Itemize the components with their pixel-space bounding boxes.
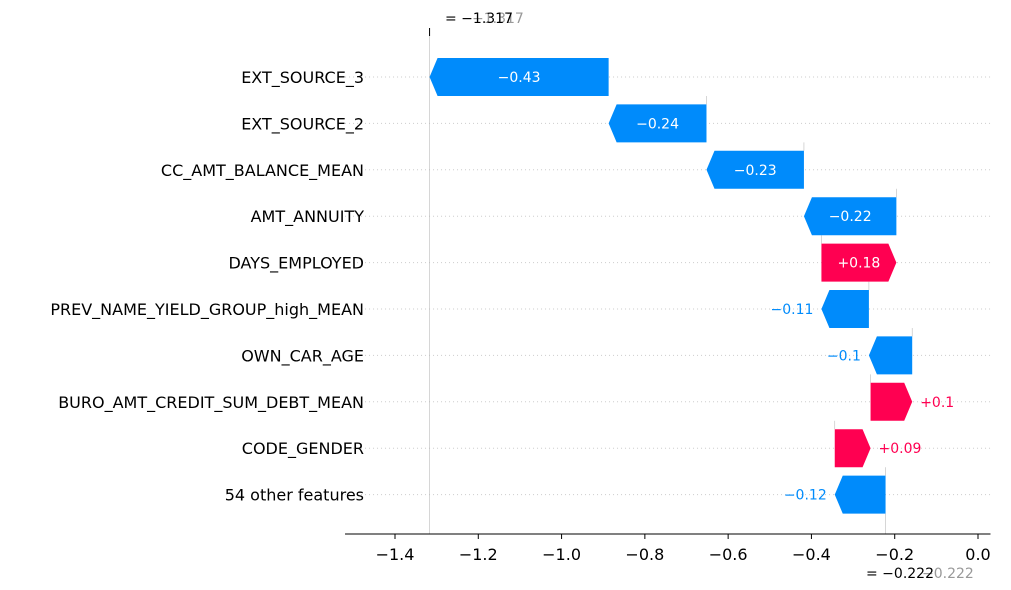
x-tick-label: −1.4: [376, 545, 415, 564]
bar-positive: [821, 243, 897, 282]
reference-lines: [429, 28, 886, 534]
feature-name-label: OWN_CAR_AGE: [241, 346, 364, 366]
bar-negative: [706, 150, 804, 189]
feature-name-label: DAYS_EMPLOYED: [229, 254, 365, 274]
final-value-gray-label: −1.317: [472, 11, 524, 27]
bar-value-label: +0.18: [837, 256, 880, 272]
bars: −0.43 −0.24 −0.23 −0.22 +0.18 −0.11 −0.1 +0.1 +0…: [429, 58, 954, 514]
base-value-gray-label: −0.222: [922, 566, 974, 582]
bar-negative: [834, 475, 886, 514]
value-annotations: −1.317 = −1.317 −0.222 = −0.222: [445, 11, 974, 582]
feature-name-label: AMT_ANNUITY: [251, 207, 365, 227]
x-axis: −1.4 −1.2 −1.0 −0.8 −0.6 −0.4 −0.2 0.0: [345, 533, 991, 564]
feature-name-label: EXT_SOURCE_3: [241, 68, 364, 88]
bar-negative: [821, 290, 869, 328]
bar-value-label: −0.1: [827, 348, 861, 364]
x-tick-label: 0.0: [965, 545, 990, 564]
final-value-label: = −1.317: [445, 11, 513, 27]
bar-value-label: −0.11: [771, 302, 814, 318]
x-tick-label: −0.2: [875, 545, 914, 564]
x-tick-label: −1.2: [459, 545, 498, 564]
connectors: [706, 96, 913, 476]
bar-value-label: −0.12: [784, 488, 827, 504]
bar-value-label: +0.09: [879, 441, 922, 457]
bar-positive: [870, 382, 913, 421]
feature-name-label: EXT_SOURCE_2: [241, 114, 364, 134]
bar-positive: [834, 429, 871, 468]
bar-value-label: −0.43: [498, 70, 541, 86]
feature-labels: EXT_SOURCE_3 EXT_SOURCE_2 CC_AMT_BALANCE_M…: [50, 68, 364, 505]
feature-name-label: BURO_AMT_CREDIT_SUM_DEBT_MEAN: [58, 393, 364, 413]
feature-name-label: 54 other features: [225, 486, 364, 505]
bar-value-label: +0.1: [920, 395, 954, 411]
bar-value-label: −0.23: [734, 163, 777, 179]
bar-negative: [803, 197, 897, 236]
bar-negative: [429, 58, 609, 96]
x-tick-label: −1.0: [542, 545, 581, 564]
bar-value-label: −0.24: [636, 116, 679, 132]
x-tick-label: −0.4: [792, 545, 831, 564]
x-tick-label: −0.6: [709, 545, 748, 564]
bar-value-label: −0.22: [829, 209, 872, 225]
feature-name-label: CC_AMT_BALANCE_MEAN: [161, 161, 364, 181]
feature-name-label: CODE_GENDER: [242, 439, 364, 459]
x-tick-label: −0.8: [625, 545, 664, 564]
bar-negative: [868, 336, 913, 375]
feature-name-label: PREV_NAME_YIELD_GROUP_high_MEAN: [50, 300, 364, 320]
base-value-label: = −0.222: [866, 566, 934, 582]
bar-negative: [608, 104, 707, 143]
